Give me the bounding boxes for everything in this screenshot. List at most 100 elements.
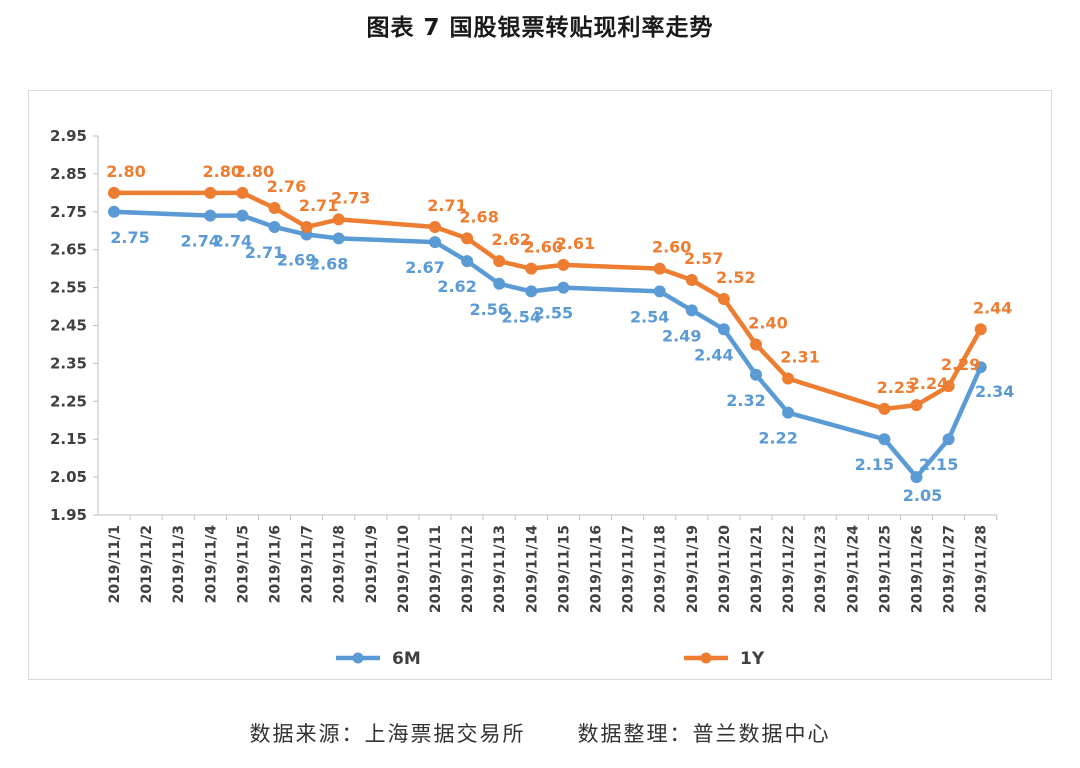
- data-point-6M: [461, 255, 474, 268]
- y-tick-label: 2.55: [50, 279, 87, 297]
- data-point-1Y: [108, 186, 120, 199]
- data-label-1Y: 2.80: [106, 162, 145, 181]
- y-tick-label: 2.75: [50, 203, 87, 221]
- source-note: 数据来源：上海票据交易所 数据整理：普兰数据中心: [0, 718, 1080, 748]
- data-label-6M: 2.44: [694, 345, 733, 364]
- data-point-1Y: [461, 232, 474, 245]
- x-tick-label: 2019/11/12: [460, 525, 476, 613]
- y-tick-label: 2.85: [50, 165, 87, 183]
- data-label-1Y: 2.76: [267, 177, 306, 196]
- data-point-1Y: [525, 262, 538, 275]
- figure-title: 图表 7 国股银票转贴现利率走势: [366, 15, 714, 41]
- data-point-6M: [493, 277, 506, 290]
- x-tick-label: 2019/11/26: [910, 525, 926, 613]
- x-tick-label: 2019/11/1: [107, 525, 123, 603]
- legend-label-1Y: 1Y: [740, 649, 765, 669]
- data-point-1Y: [942, 380, 955, 393]
- data-label-6M: 2.54: [502, 307, 541, 326]
- x-tick-label: 2019/11/19: [685, 525, 701, 613]
- data-point-1Y: [204, 186, 217, 199]
- data-point-1Y: [236, 186, 249, 199]
- data-label-1Y: 2.44: [973, 298, 1012, 317]
- data-point-1Y: [557, 258, 570, 271]
- data-point-1Y: [685, 274, 698, 287]
- x-tick-label: 2019/11/27: [942, 525, 958, 613]
- series-line-1Y: [111, 190, 983, 412]
- data-point-1Y: [332, 213, 345, 226]
- x-tick-label: 2019/11/10: [396, 525, 412, 613]
- x-tick-label: 2019/11/9: [364, 525, 380, 603]
- data-label-1Y: 2.29: [941, 355, 980, 374]
- data-point-6M: [653, 285, 666, 298]
- x-tick-label: 2019/11/5: [235, 525, 251, 603]
- data-point-1Y: [782, 372, 795, 385]
- data-label-6M: 2.75: [110, 228, 149, 247]
- y-tick-label: 2.25: [50, 392, 87, 410]
- data-label-6M: 2.67: [405, 258, 444, 277]
- x-tick-label: 2019/11/4: [203, 525, 219, 604]
- data-point-1Y: [653, 262, 666, 275]
- data-point-6M: [557, 281, 570, 294]
- x-tick-label: 2019/11/28: [974, 525, 990, 613]
- x-tick-label: 2019/11/25: [877, 525, 893, 613]
- data-label-1Y: 2.23: [877, 378, 916, 397]
- data-point-6M: [878, 433, 891, 446]
- data-label-1Y: 2.62: [491, 230, 530, 249]
- data-point-6M: [268, 220, 281, 233]
- data-label-6M: 2.32: [726, 391, 765, 410]
- x-tick-label: 2019/11/7: [300, 525, 316, 603]
- data-label-1Y: 2.68: [459, 207, 498, 226]
- y-tick-label: 2.95: [50, 127, 87, 145]
- data-label-6M: 2.15: [919, 455, 958, 474]
- data-label-6M: 2.68: [309, 254, 348, 273]
- legend-marker-6M: [352, 652, 364, 664]
- data-label-1Y: 2.57: [684, 249, 723, 268]
- data-label-1Y: 2.52: [716, 268, 755, 287]
- data-compiler: 数据整理：普兰数据中心: [577, 722, 831, 746]
- data-label-6M: 2.05: [903, 486, 942, 505]
- data-label-6M: 2.34: [975, 382, 1014, 401]
- data-label-1Y: 2.71: [427, 196, 466, 215]
- x-tick-label: 2019/11/3: [171, 525, 187, 603]
- data-label-6M: 2.62: [437, 277, 476, 296]
- data-label-1Y: 2.73: [331, 188, 370, 207]
- data-label-6M: 2.22: [758, 429, 797, 448]
- data-point-6M: [108, 205, 120, 218]
- data-point-6M: [782, 406, 795, 419]
- x-tick-label: 2019/11/24: [845, 525, 861, 613]
- data-point-1Y: [300, 220, 313, 233]
- x-tick-label: 2019/11/14: [524, 525, 540, 613]
- data-point-6M: [974, 361, 987, 374]
- data-point-6M: [332, 232, 345, 245]
- y-tick-label: 2.65: [50, 241, 87, 259]
- x-tick-label: 2019/11/21: [749, 525, 765, 613]
- data-point-6M: [236, 209, 249, 222]
- x-tick-label: 2019/11/20: [717, 525, 733, 613]
- x-tick-label: 2019/11/11: [428, 525, 444, 613]
- x-tick-label: 2019/11/23: [813, 525, 829, 613]
- data-label-1Y: 2.60: [524, 238, 563, 257]
- data-point-6M: [750, 368, 762, 381]
- data-label-1Y: 2.80: [203, 162, 242, 181]
- data-label-6M: 2.74: [213, 232, 252, 251]
- data-label-6M: 2.71: [245, 243, 284, 262]
- x-tick-label: 2019/11/16: [589, 525, 605, 613]
- data-point-6M: [717, 323, 730, 336]
- y-tick-label: 2.35: [50, 354, 87, 372]
- data-point-6M: [942, 433, 955, 446]
- data-label-1Y: 2.71: [299, 196, 338, 215]
- line-chart: 2.95 2.85 2.75 2.65 2.55 2.45 2.35 2.25 2.15 2.05…: [50, 127, 1014, 669]
- data-label-6M: 2.49: [662, 326, 701, 345]
- x-tick-label: 2019/11/2: [139, 525, 155, 603]
- data-label-1Y: 2.60: [652, 238, 691, 257]
- data-label-6M: 2.54: [630, 307, 669, 326]
- data-label-1Y: 2.61: [556, 234, 595, 253]
- data-label-1Y: 2.31: [780, 348, 819, 367]
- x-tick-label: 2019/11/17: [621, 525, 637, 613]
- data-point-6M: [429, 236, 441, 249]
- data-label-1Y: 2.40: [748, 313, 787, 332]
- x-tick-label: 2019/11/18: [653, 525, 669, 613]
- data-point-1Y: [974, 323, 987, 336]
- y-tick-label: 2.15: [50, 430, 87, 448]
- data-point-1Y: [268, 202, 281, 215]
